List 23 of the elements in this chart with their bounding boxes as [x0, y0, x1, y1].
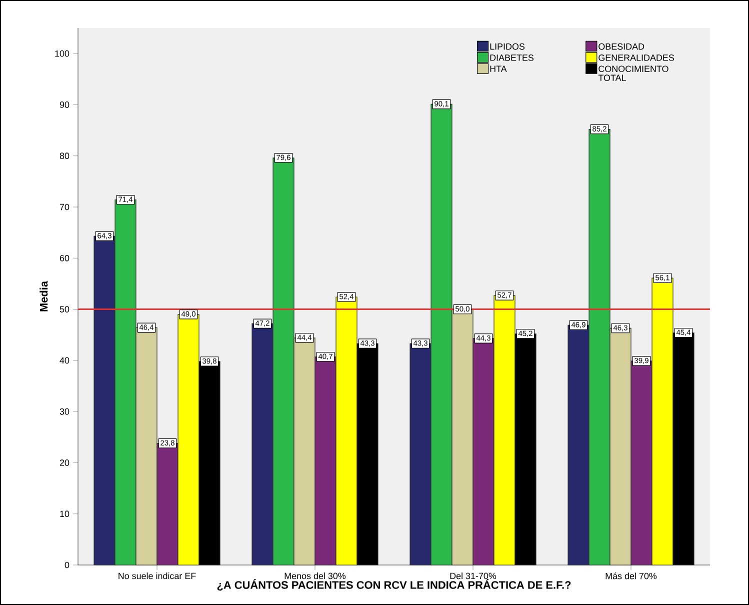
legend-label: CONOCIMIENTO TOTAL — [598, 66, 668, 82]
legend-label: DIABETES — [490, 54, 534, 61]
y-tick-label: 70 — [60, 204, 70, 210]
legend-label: LIPIDOS — [490, 43, 525, 50]
legend-label: OBESIDAD — [598, 43, 644, 50]
y-tick-label: 20 — [60, 460, 70, 466]
x-tick-label: Del 31-70% — [450, 572, 496, 580]
y-tick-label: 0 — [64, 562, 70, 568]
y-tick-label: 90 — [60, 102, 70, 108]
y-tick-label: 50 — [60, 306, 70, 312]
x-tick-label: Menos del 30% — [284, 572, 346, 580]
legend-label: HTA — [490, 66, 507, 72]
y-tick-label: 60 — [60, 254, 70, 262]
x-tick-label: Más del 70% — [606, 572, 657, 580]
x-tick-label: No suele indicar EF — [118, 572, 196, 580]
x-axis-title: ¿A CUÁNTOS PACIENTES CON RCV LE INDICA PRÁCTICA DE E.F.? — [217, 579, 571, 591]
y-tick-label: 30 — [60, 408, 70, 415]
y-tick-label: 40 — [60, 357, 70, 364]
y-tick-label: 100 — [55, 50, 70, 57]
y-tick-label: 10 — [60, 510, 70, 518]
y-tick-label: 80 — [60, 152, 70, 160]
legend-label: GENERALIDADES — [598, 54, 674, 61]
y-axis-title: Media — [40, 280, 48, 312]
